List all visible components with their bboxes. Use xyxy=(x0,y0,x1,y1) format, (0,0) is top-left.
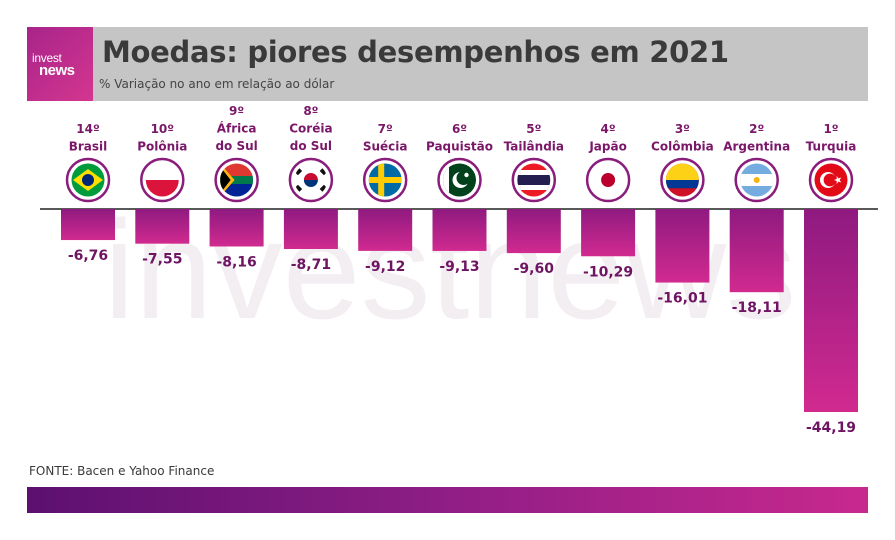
rank-label: 10º Polônia xyxy=(137,122,187,154)
rank-label: 5º Tailândia xyxy=(504,122,564,154)
rank-label: 7º Suécia xyxy=(363,122,408,154)
bar xyxy=(729,209,784,293)
chart-title: Moedas: piores desempenhos em 2021 xyxy=(102,35,729,69)
value-label: -10,29 xyxy=(583,264,633,280)
bar xyxy=(432,209,487,251)
value-label: -6,76 xyxy=(68,248,108,264)
bar xyxy=(655,209,710,283)
bar xyxy=(506,209,561,254)
investnews-logo: invest news xyxy=(27,27,93,101)
thailand-flag-icon xyxy=(511,157,557,203)
south-korea-flag-icon xyxy=(288,157,334,203)
turkey-flag-icon xyxy=(808,157,854,203)
rank-label: 14º Brasil xyxy=(69,122,108,154)
chart-subtitle: % Variação no ano em relação ao dólar xyxy=(99,77,335,91)
header-banner: invest news Moedas: piores desempenhos e… xyxy=(27,27,868,101)
logo-line-2: news xyxy=(39,62,75,79)
value-label: -44,19 xyxy=(806,420,856,436)
value-label: -9,13 xyxy=(439,259,479,275)
japan-flag-icon xyxy=(585,157,631,203)
rank-label: 3º Colômbia xyxy=(651,122,714,154)
value-label: -7,55 xyxy=(142,252,182,268)
rank-label: 9º África do Sul xyxy=(215,104,257,153)
logo-line-1: invest xyxy=(32,51,62,65)
bar xyxy=(804,209,858,412)
value-label: -16,01 xyxy=(657,291,707,307)
poland-flag-icon xyxy=(140,157,185,203)
bar xyxy=(581,209,636,257)
value-label: -18,11 xyxy=(732,300,782,316)
bar xyxy=(283,209,338,250)
south-africa-flag-icon xyxy=(214,157,259,203)
brazil-flag-icon xyxy=(65,157,111,203)
value-label: -9,60 xyxy=(514,261,555,277)
bar xyxy=(358,209,413,251)
rank-label: 4º Japão xyxy=(588,122,627,154)
footer-bar xyxy=(27,487,868,513)
value-label: -8,71 xyxy=(291,257,331,273)
rank-label: 2º Argentina xyxy=(723,122,790,154)
colombia-flag-icon xyxy=(660,157,705,203)
value-label: -9,12 xyxy=(365,259,405,275)
rank-label: 1º Turquia xyxy=(806,122,857,154)
pakistan-flag-icon xyxy=(437,157,482,203)
bar xyxy=(209,209,264,247)
argentina-flag-icon xyxy=(734,157,779,203)
rank-label: 6º Paquistão xyxy=(426,122,493,154)
bar xyxy=(61,209,115,241)
rank-label: 8º Coréia do Sul xyxy=(289,104,332,153)
value-label: -8,16 xyxy=(216,254,256,270)
sweden-flag-icon xyxy=(362,157,408,203)
bar xyxy=(135,209,190,244)
source-note: FONTE: Bacen e Yahoo Finance xyxy=(29,464,215,478)
